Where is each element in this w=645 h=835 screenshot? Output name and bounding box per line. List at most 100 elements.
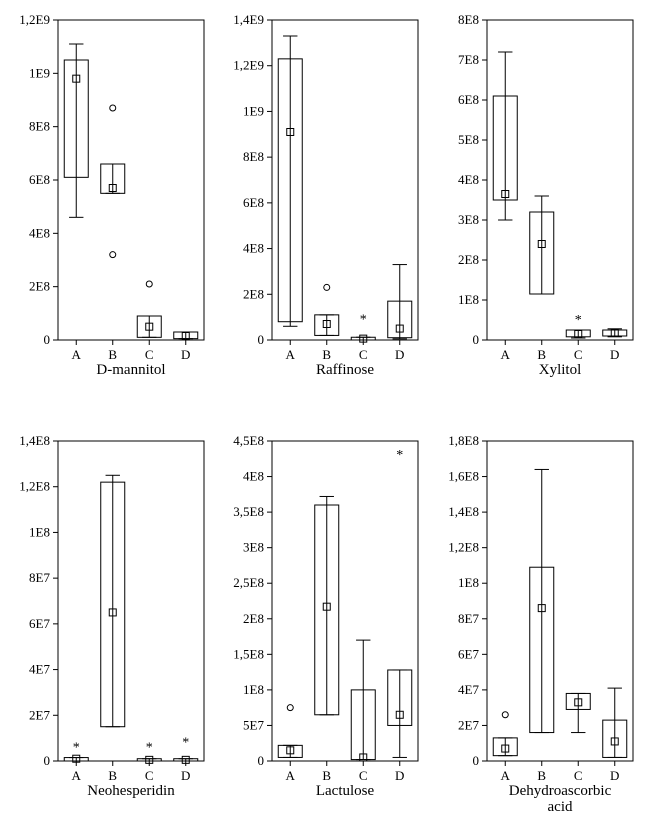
x-tick-label: B — [323, 768, 332, 783]
y-tick-label: 8E8 — [458, 12, 479, 27]
panel-title: acid — [547, 799, 572, 811]
x-tick-label: C — [574, 347, 583, 362]
outlier-marker — [110, 252, 116, 258]
extreme-marker: * — [146, 740, 153, 755]
x-tick-label: D — [610, 768, 619, 783]
panel-grid: 0 2E8 4E8 6E8 8E8 1E9 1,2E9 A B C D D-mannitol 0 2E8 4… — [0, 0, 645, 835]
y-tick-label: 6E8 — [29, 172, 50, 187]
x-tick-label: D — [181, 347, 190, 362]
y-tick-label: 1,6E8 — [448, 468, 479, 483]
y-tick-label: 1,2E8 — [448, 539, 479, 554]
y-tick-label: 2E8 — [243, 286, 264, 301]
x-tick-label: C — [574, 768, 583, 783]
y-tick-label: 8E7 — [29, 570, 50, 585]
x-tick-label: C — [145, 347, 154, 362]
outlier-marker — [502, 711, 508, 717]
y-tick-label: 1E8 — [458, 292, 479, 307]
y-tick-label: 4E8 — [458, 172, 479, 187]
y-tick-label: 8E7 — [458, 610, 479, 625]
y-tick-label: 3E8 — [243, 539, 264, 554]
y-tick-label: 4E8 — [243, 241, 264, 256]
y-tick-label: 1,4E9 — [234, 12, 265, 27]
y-tick-label: 2E8 — [243, 610, 264, 625]
panel-title: Raffinose — [316, 362, 374, 378]
y-tick-label: 0 — [472, 753, 479, 768]
y-tick-label: 3E8 — [458, 212, 479, 227]
x-tick-label: C — [145, 768, 154, 783]
y-tick-label: 4,5E8 — [234, 433, 265, 448]
x-tick-label: D — [610, 347, 619, 362]
chart-svg: 05E71E81,5E82E82,5E83E83,5E84E84,5E8ABCD… — [218, 431, 426, 811]
y-tick-label: 1E9 — [243, 103, 264, 118]
y-tick-label: 1E8 — [243, 681, 264, 696]
y-tick-label: 6E8 — [243, 195, 264, 210]
y-tick-label: 4E8 — [29, 225, 50, 240]
y-tick-label: 1,4E8 — [448, 504, 479, 519]
y-tick-label: 1,5E8 — [234, 646, 265, 661]
extreme-marker: * — [397, 448, 404, 463]
y-tick-label: 6E8 — [458, 92, 479, 107]
y-tick-label: 1,4E8 — [19, 433, 50, 448]
x-tick-label: A — [72, 768, 82, 783]
panel-title: Neohesperidin — [87, 783, 175, 799]
y-tick-label: 1,2E8 — [19, 478, 50, 493]
y-tick-label: 1E8 — [29, 524, 50, 539]
y-tick-label: 6E7 — [29, 615, 50, 630]
x-tick-label: D — [395, 768, 404, 783]
y-tick-label: 1,2E9 — [234, 58, 265, 73]
y-tick-label: 5E8 — [458, 132, 479, 147]
y-tick-label: 0 — [258, 753, 265, 768]
y-tick-label: 6E7 — [458, 646, 479, 661]
chart-panel: 02E84E86E88E81E91,2E91,4E9ABCD*Raffinose — [218, 10, 426, 405]
chart-panel: 05E71E81,5E82E82,5E83E83,5E84E84,5E8ABCD… — [218, 431, 426, 826]
y-tick-label: 1E8 — [458, 575, 479, 590]
y-tick-label: 8E8 — [29, 119, 50, 134]
y-tick-label: 1,8E8 — [448, 433, 479, 448]
panel-title: Dehydroascorbic — [508, 783, 611, 799]
y-tick-label: 0 — [44, 753, 51, 768]
y-tick-label: 2E7 — [29, 707, 50, 722]
y-tick-label: 1,2E9 — [19, 12, 50, 27]
chart-panel: 0 1E8 2E8 3E8 4E8 5E8 6E8 7E8 8E8 A B C D * Xylitol — [433, 10, 641, 405]
y-tick-label: 2E7 — [458, 717, 479, 732]
y-tick-label: 8E8 — [243, 149, 264, 164]
panel-title: Lactulose — [316, 783, 375, 799]
y-tick-label: 0 — [44, 332, 51, 347]
chart-panel: 02E74E76E78E71E81,2E81,4E8ABCD***Neohesp… — [4, 431, 212, 826]
y-tick-label: 7E8 — [458, 52, 479, 67]
outlier-marker — [146, 281, 152, 287]
x-tick-label: C — [359, 768, 368, 783]
x-tick-label: B — [537, 768, 546, 783]
extreme-marker: * — [182, 735, 189, 750]
outlier-marker — [324, 284, 330, 290]
x-tick-label: A — [286, 768, 296, 783]
y-tick-label: 4E7 — [458, 681, 479, 696]
panel-title: D-mannitol — [96, 362, 165, 378]
x-tick-label: A — [72, 347, 82, 362]
outlier-marker — [110, 105, 116, 111]
x-tick-label: B — [323, 347, 332, 362]
y-tick-label: 5E7 — [243, 717, 264, 732]
y-tick-label: 0 — [472, 332, 479, 347]
y-tick-label: 2E8 — [29, 279, 50, 294]
outlier-marker — [288, 704, 294, 710]
x-tick-label: D — [181, 768, 190, 783]
chart-svg: 02E74E76E78E71E81,2E81,4E81,6E81,8E8ABCD… — [433, 431, 641, 811]
x-tick-label: B — [537, 347, 546, 362]
y-tick-label: 0 — [258, 332, 265, 347]
extreme-marker: * — [574, 313, 581, 328]
panel-title: Xylitol — [538, 362, 581, 378]
y-tick-label: 4E8 — [243, 468, 264, 483]
extreme-marker: * — [73, 740, 80, 755]
chart-panel: 02E74E76E78E71E81,2E81,4E81,6E81,8E8ABCD… — [433, 431, 641, 826]
chart-svg: 02E84E86E88E81E91,2E91,4E9ABCD*Raffinose — [218, 10, 426, 390]
extreme-marker: * — [360, 312, 367, 327]
chart-panel: 02E84E86E88E81E91,2E9ABCDD-mannitol — [4, 10, 212, 405]
x-tick-label: A — [500, 768, 510, 783]
x-tick-label: A — [500, 347, 510, 362]
x-tick-label: D — [395, 347, 404, 362]
y-tick-label: 2E8 — [458, 252, 479, 267]
x-tick-label: A — [286, 347, 296, 362]
y-tick-label: 4E7 — [29, 661, 50, 676]
chart-svg: 0 1E8 2E8 3E8 4E8 5E8 6E8 7E8 8E8 A B C D * Xylitol — [433, 10, 641, 390]
